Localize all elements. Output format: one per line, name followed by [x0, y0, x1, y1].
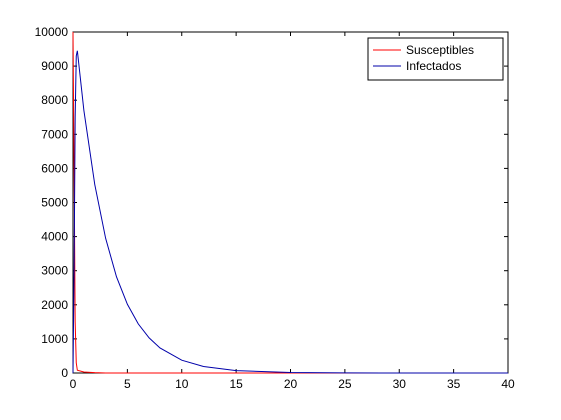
x-tick-label: 20: [284, 377, 298, 391]
legend-label: Susceptibles: [406, 43, 474, 57]
y-tick-label: 4000: [41, 230, 68, 244]
x-tick-label: 15: [229, 377, 243, 391]
y-tick-label: 3000: [41, 264, 68, 278]
y-tick-label: 0: [61, 366, 68, 380]
plot-area: [72, 31, 509, 374]
series-line: [72, 31, 508, 374]
x-tick-label: 5: [124, 377, 131, 391]
legend-box: [367, 37, 504, 81]
x-tick-label: 0: [70, 377, 77, 391]
y-tick-label: 5000: [41, 196, 68, 210]
x-tick-label: 35: [447, 377, 461, 391]
y-tick-label: 2000: [41, 298, 68, 312]
series-line: [72, 50, 508, 374]
y-tick-label: 10000: [35, 25, 69, 39]
y-tick-label: 7000: [41, 127, 68, 141]
x-tick-label: 25: [338, 377, 352, 391]
y-tick-label: 8000: [41, 93, 68, 107]
x-tick-label: 30: [393, 377, 407, 391]
y-tick-label: 1000: [41, 332, 68, 346]
y-tick-label: 6000: [41, 161, 68, 175]
x-tick-label: 40: [501, 377, 515, 391]
legend-label: Infectados: [406, 59, 461, 73]
x-tick-label: 10: [175, 377, 189, 391]
y-tick-label: 9000: [41, 59, 68, 73]
